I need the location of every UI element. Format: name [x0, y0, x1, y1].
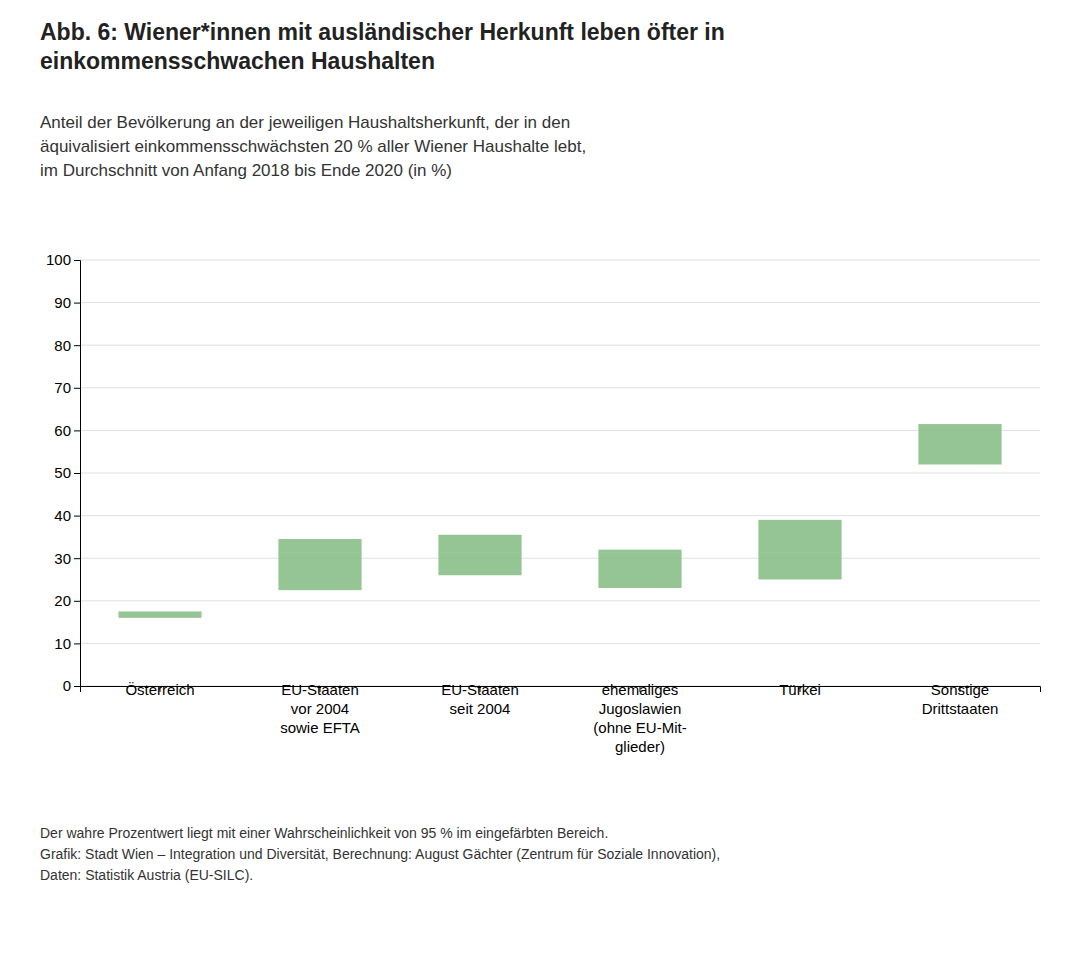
y-tick: 60 — [54, 422, 80, 439]
x-tick: EU-Staaten vor 2004 sowie EFTA — [280, 681, 360, 736]
tick-mark — [74, 260, 80, 261]
text-line: (ohne EU-Mit- — [593, 719, 686, 736]
y-tick: 20 — [54, 592, 80, 609]
text-line: Türkei — [779, 681, 821, 698]
text-line: EU-Staaten — [281, 681, 359, 698]
footnote: Der wahre Prozentwert liegt mit einer Wa… — [40, 825, 720, 883]
bar — [598, 550, 681, 588]
y-tick: 40 — [54, 507, 80, 524]
subtitle: Anteil der Bevölkerung an der jeweiligen… — [40, 113, 586, 180]
tick-label: 60 — [54, 422, 71, 439]
x-tick: EU-Staaten seit 2004 — [441, 681, 519, 717]
tick-mark — [74, 303, 80, 304]
tick-mark — [74, 643, 80, 644]
title: Abb. 6: Wiener*innen mit ausländischer H… — [40, 19, 725, 74]
tick-label: Türkei — [779, 681, 821, 698]
tick-mark — [74, 558, 80, 559]
tick-label: 40 — [54, 507, 71, 524]
grid-line — [80, 473, 1040, 474]
tick-label: 70 — [54, 379, 71, 396]
tick-label: 20 — [54, 592, 71, 609]
y-tick: 90 — [54, 294, 80, 311]
grid-line — [80, 558, 1040, 559]
y-tick: 0 — [63, 677, 80, 694]
tick-label: Österreich — [125, 681, 194, 698]
tick-label: 10 — [54, 635, 71, 652]
tick-label: 90 — [54, 294, 71, 311]
tick-label: EU-Staaten vor 2004 sowie EFTA — [280, 681, 360, 736]
tick-mark — [74, 516, 80, 517]
tick-mark — [74, 686, 80, 687]
x-tick: ehemaliges Jugoslawien (ohne EU-Mit-gliede… — [593, 681, 686, 755]
grid-line — [80, 515, 1040, 516]
bar — [278, 539, 361, 590]
text-line: glieder) — [615, 738, 665, 755]
bar — [758, 520, 841, 580]
bar — [918, 424, 1001, 464]
y-tick: 30 — [54, 550, 80, 567]
x-axis: ÖsterreichEU-Staatenvor 2004sowie EFTAEU… — [81, 681, 1041, 755]
text-line: Drittstaaten — [922, 700, 999, 717]
text-line: Daten: Statistik Austria (EU-SILC). — [40, 867, 253, 883]
tick-label: 100 — [46, 251, 71, 268]
text-line: seit 2004 — [450, 700, 511, 717]
grid-line — [80, 345, 1040, 346]
text-line: Österreich — [125, 681, 194, 698]
tick-label: EU-Staaten seit 2004 — [441, 681, 519, 717]
plot: 0 10 20 30 40 50 60 70 80 90 100 Österreich EU-Staat… — [46, 251, 1041, 755]
grid-line — [80, 643, 1040, 644]
tick-mark — [74, 388, 80, 389]
y-tick: 70 — [54, 379, 80, 396]
text-line: einkommensschwachen Haushalten — [40, 48, 435, 74]
y-axis: 0 10 20 30 40 50 60 70 80 90 100 — [46, 251, 81, 694]
text-line: Sonstige — [931, 681, 989, 698]
tick-label: 50 — [54, 464, 71, 481]
grid-line — [80, 387, 1040, 388]
tick-label: Sonstige Drittstaaten — [922, 681, 999, 717]
axis-line — [74, 261, 81, 687]
y-tick: 80 — [54, 337, 80, 354]
tick-label: ehemaliges Jugoslawien (ohne EU-Mit-gliede… — [593, 681, 686, 755]
text-line: äquivalisiert einkommensschwächsten 20 %… — [40, 137, 586, 156]
tick-mark — [74, 430, 80, 431]
x-tick: Sonstige Drittstaaten — [922, 681, 999, 717]
text-line: Abb. 6: Wiener*innen mit ausländischer H… — [40, 19, 725, 45]
y-tick: 50 — [54, 464, 80, 481]
text-line: sowie EFTA — [280, 719, 360, 736]
y-tick: 100 — [46, 251, 80, 268]
tick-mark — [74, 473, 80, 474]
grid-line — [80, 600, 1040, 601]
axis-line — [81, 687, 1041, 693]
text-line: Jugoslawien — [599, 700, 682, 717]
grid-line — [80, 302, 1040, 303]
text-line: im Durchschnitt von Anfang 2018 bis Ende… — [40, 161, 452, 180]
grid — [80, 260, 1040, 686]
text-line: Anteil der Bevölkerung an der jeweiligen… — [40, 113, 570, 132]
x-tick: Österreich — [125, 681, 194, 698]
tick-label: 30 — [54, 550, 71, 567]
grid-line — [80, 260, 1040, 261]
bars — [118, 424, 1001, 618]
text-line: EU-Staaten — [441, 681, 519, 698]
tick-mark — [74, 345, 80, 346]
x-tick: Türkei — [779, 681, 821, 698]
tick-mark — [74, 601, 80, 602]
text-line: Der wahre Prozentwert liegt mit einer Wa… — [40, 825, 608, 841]
text-line: Grafik: Stadt Wien – Integration und Div… — [40, 846, 720, 862]
tick-label: 80 — [54, 337, 71, 354]
bar — [118, 611, 201, 617]
text-line: vor 2004 — [291, 700, 349, 717]
y-tick: 10 — [54, 635, 80, 652]
text-line: ehemaliges — [602, 681, 679, 698]
bar — [438, 535, 521, 575]
grid-line — [80, 430, 1040, 431]
chart: Abb. 6: Wiener*innen mit ausländischer H… — [0, 0, 1070, 956]
tick-label: 0 — [63, 677, 71, 694]
